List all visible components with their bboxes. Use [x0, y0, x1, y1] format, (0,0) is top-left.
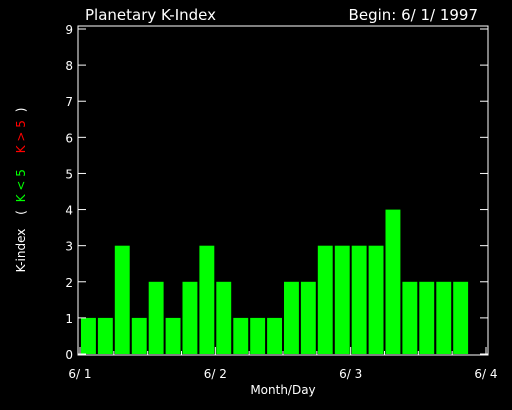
bar — [385, 209, 401, 354]
y-axis-label-close-paren: ) — [14, 108, 28, 113]
x-tick-label: 6/ 1 — [68, 367, 91, 381]
x-tick-label: 6/ 3 — [339, 367, 362, 381]
begin-date-label: Begin: 6/ 1/ 1997 — [349, 6, 478, 24]
y-tick-label: 1 — [65, 312, 73, 326]
x-tick-label: 6/ 2 — [204, 367, 227, 381]
bar — [199, 245, 215, 354]
y-axis-label: K-index ( K < 5 K > 5 ) — [14, 108, 28, 273]
y-tick-label: 4 — [65, 204, 73, 218]
y-tick-label: 6 — [65, 131, 73, 145]
y-tick-label: 0 — [65, 348, 73, 362]
y-axis-label-green: K < 5 — [14, 169, 28, 202]
bar — [233, 317, 249, 354]
bar — [368, 245, 384, 354]
x-tick-label: 6/ 4 — [474, 367, 497, 381]
y-tick-label: 5 — [65, 167, 73, 181]
chart-title: Planetary K-Index — [85, 6, 216, 24]
bar — [436, 281, 452, 354]
x-axis-ticks: 6/ 1 6/ 2 6/ 3 6/ 4 — [68, 347, 498, 381]
bar — [250, 317, 266, 354]
y-axis-label-red: K > 5 — [14, 120, 28, 153]
bar — [402, 281, 418, 354]
y-tick-label: 2 — [65, 276, 73, 290]
bar — [317, 245, 333, 354]
bar — [334, 245, 350, 354]
bar — [114, 245, 130, 354]
y-tick-label: 8 — [65, 59, 73, 73]
y-tick-label: 3 — [65, 240, 73, 254]
bar — [182, 281, 198, 354]
y-axis-label-prefix: K-index — [14, 229, 28, 273]
bar-group — [81, 209, 469, 354]
bar — [453, 281, 469, 354]
y-axis-ticks: 0 1 2 3 4 5 6 7 8 9 — [65, 23, 488, 362]
bar — [267, 317, 282, 354]
bar — [165, 317, 181, 354]
bar — [97, 317, 113, 354]
bar — [131, 317, 147, 354]
bar — [284, 281, 299, 354]
y-axis-label-open-paren: ( — [14, 210, 28, 215]
y-tick-label: 9 — [65, 23, 73, 37]
bar — [148, 281, 164, 354]
x-axis-label: Month/Day — [250, 383, 315, 397]
bar — [300, 281, 316, 354]
y-tick-label: 7 — [65, 95, 73, 109]
bar — [216, 281, 232, 354]
bar — [419, 281, 435, 354]
bar — [81, 317, 96, 354]
bar — [351, 245, 367, 354]
